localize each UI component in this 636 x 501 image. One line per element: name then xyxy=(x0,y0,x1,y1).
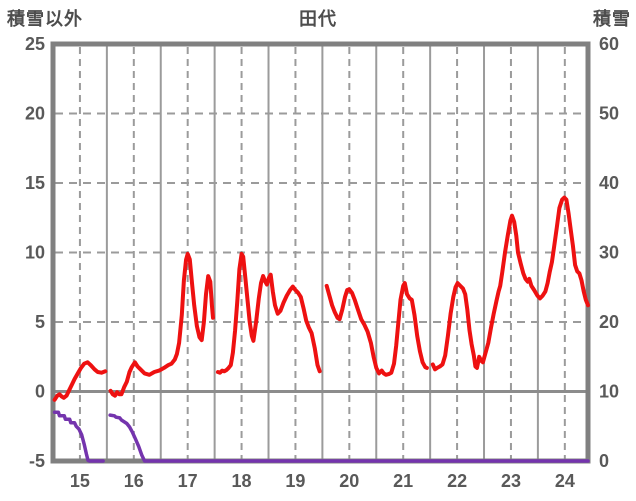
y-left-tick-label: -5 xyxy=(29,451,45,471)
y-right-tick-label: 50 xyxy=(599,104,619,124)
y-left-tick-label: 25 xyxy=(25,34,45,54)
y-right-tick-label: 10 xyxy=(599,382,619,402)
x-tick-label: 16 xyxy=(124,471,144,491)
left-axis-red-line-segment xyxy=(215,251,322,375)
y-left-tick-label: 0 xyxy=(35,382,45,402)
y-left-tick-label: 20 xyxy=(25,104,45,124)
left-axis-red-line-segment xyxy=(52,360,108,402)
x-tick-label: 17 xyxy=(178,471,198,491)
y-right-tick-label: 20 xyxy=(599,312,619,332)
y-right-tick-label: 30 xyxy=(599,243,619,263)
left-axis-title: 積雪以外 xyxy=(7,9,83,29)
left-axis-red-line-segment xyxy=(108,251,215,398)
y-left-tick-label: 5 xyxy=(35,312,45,332)
y-right-tick-label: 60 xyxy=(599,34,619,54)
x-tick-label: 23 xyxy=(501,471,521,491)
y-right-tick-label: 0 xyxy=(599,451,609,471)
x-tick-label: 21 xyxy=(393,471,413,491)
left-axis-red-line-segment xyxy=(430,195,590,372)
x-tick-label: 18 xyxy=(232,471,252,491)
x-tick-label: 15 xyxy=(70,471,90,491)
x-tick-label: 19 xyxy=(285,471,305,491)
x-tick-label: 20 xyxy=(339,471,359,491)
right-axis-purple-line-segment xyxy=(52,410,105,463)
y-left-tick-label: 15 xyxy=(25,173,45,193)
x-tick-label: 22 xyxy=(447,471,467,491)
y-left-tick-label: 10 xyxy=(25,243,45,263)
x-tick-label: 24 xyxy=(555,471,575,491)
right-axis-title: 積雪 xyxy=(593,9,631,29)
chart-title: 田代 xyxy=(299,9,337,29)
right-axis-purple-line-segment xyxy=(108,413,590,463)
y-right-tick-label: 40 xyxy=(599,173,619,193)
left-axis-red-line-segment xyxy=(324,281,429,377)
